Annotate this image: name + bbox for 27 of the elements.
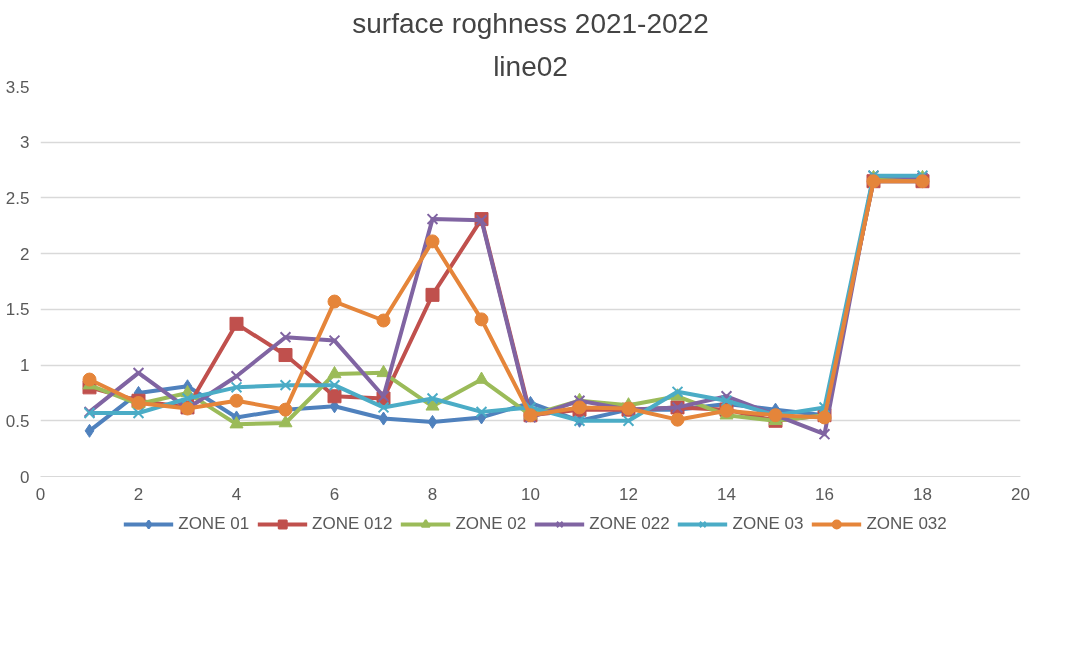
x-tick-label: 2 — [133, 484, 144, 504]
legend-label: ZONE 03 — [732, 514, 804, 534]
legend-label: ZONE 02 — [455, 514, 527, 534]
x-tick-label: 12 — [619, 484, 638, 504]
y-tick-label: 3.5 — [5, 77, 30, 97]
chart-title: surface roghness 2021-2022 — [352, 7, 709, 39]
x-tick-label: 0 — [35, 484, 46, 504]
x-tick-label: 8 — [427, 484, 438, 504]
y-tick-label: 0.5 — [5, 411, 30, 431]
y-tick-label: 3 — [20, 133, 30, 153]
y-tick-label: 1 — [20, 356, 30, 376]
x-tick-label: 10 — [521, 484, 540, 504]
legend-label: ZONE 022 — [589, 514, 670, 534]
legend-label: ZONE 032 — [866, 514, 947, 534]
x-tick-label: 16 — [815, 484, 834, 504]
y-tick-label: 2 — [20, 244, 30, 264]
x-tick-label: 6 — [329, 484, 340, 504]
chart-subtitle: line02 — [493, 50, 568, 82]
y-tick-label: 2.5 — [5, 188, 30, 208]
y-tick-label: 0 — [20, 467, 30, 487]
x-tick-label: 14 — [717, 484, 736, 504]
legend-label: ZONE 01 — [178, 514, 250, 534]
y-tick-label: 1.5 — [5, 300, 30, 320]
x-tick-label: 18 — [913, 484, 932, 504]
legend-label: ZONE 012 — [312, 514, 393, 534]
x-tick-label: 4 — [231, 484, 242, 504]
x-tick-label: 20 — [1011, 484, 1030, 504]
